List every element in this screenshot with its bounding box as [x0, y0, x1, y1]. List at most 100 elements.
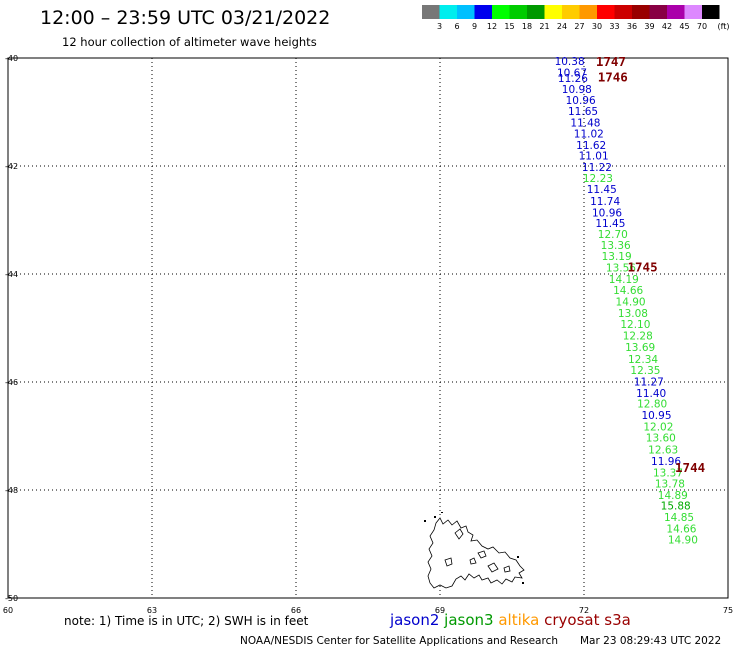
legend-jason2: jason2 — [389, 611, 439, 629]
wave-height-label: 12.10 — [620, 319, 650, 331]
colorbar-label: 27 — [574, 22, 584, 31]
time-mark-label: 1744 — [675, 460, 705, 475]
wave-height-label: 11.22 — [582, 162, 612, 174]
wave-height-label: 10.98 — [562, 84, 592, 96]
wave-height-label: 11.96 — [651, 456, 681, 468]
wave-height-label: 11.65 — [568, 106, 598, 118]
lon-tick-label: 66 — [291, 606, 301, 615]
colorbar-swatch — [579, 5, 597, 19]
wave-height-label: 10.96 — [592, 207, 622, 219]
wave-height-label: 11.26 — [558, 73, 588, 85]
lat-tick-label: -42 — [5, 162, 18, 171]
colorbar-swatch — [492, 5, 510, 19]
lat-tick-label: -46 — [5, 378, 18, 387]
colorbar-label: 21 — [539, 22, 549, 31]
time-mark-label: 1745 — [628, 259, 658, 274]
wave-height-label: 13.60 — [646, 433, 676, 445]
wave-height-label: 11.45 — [595, 218, 625, 230]
lon-tick-label: 69 — [435, 606, 445, 615]
graticule — [8, 58, 728, 598]
wave-height-label: 13.78 — [655, 479, 685, 491]
wave-height-label: 11.48 — [570, 117, 600, 129]
lat-tick-label: -40 — [5, 54, 18, 63]
wave-height-label: 11.62 — [576, 140, 606, 152]
colorbar-label: 15 — [504, 22, 514, 31]
wave-height-label: 11.74 — [590, 196, 620, 208]
wave-height-label: 12.70 — [598, 229, 628, 241]
footer-credit: NOAA/NESDIS Center for Satellite Applica… — [240, 635, 558, 647]
wave-height-label: 13.08 — [618, 308, 648, 320]
wave-height-label: 12.80 — [637, 399, 667, 411]
footer-note: note: 1) Time is in UTC; 2) SWH is in fe… — [64, 614, 309, 628]
wave-height-label: 14.90 — [616, 297, 646, 309]
colorbar-swatch — [457, 5, 475, 19]
lat-tick-label: -50 — [5, 594, 18, 603]
colorbar-swatch — [684, 5, 702, 19]
wave-height-label: 11.40 — [636, 388, 666, 400]
wave-height-label: 12.35 — [630, 365, 660, 377]
colorbar-label: 39 — [644, 22, 654, 31]
footer-timestamp: Mar 23 08:29:43 UTC 2022 — [580, 635, 721, 647]
time-mark-label: 1747 — [596, 54, 626, 69]
wave-height-label: 12.34 — [628, 354, 658, 366]
colorbar-label: 12 — [487, 22, 497, 31]
wave-height-label: 11.01 — [579, 151, 609, 163]
colorbar-label: 36 — [627, 22, 637, 31]
colorbar-swatch — [649, 5, 667, 19]
wave-height-label: 11.45 — [587, 184, 617, 196]
colorbar-swatch — [422, 5, 440, 19]
wave-height-label: 11.02 — [574, 129, 604, 141]
lon-tick-label: 75 — [723, 606, 733, 615]
wave-height-label: 10.67 — [557, 68, 587, 80]
wave-height-label: 11.27 — [634, 376, 664, 388]
colorbar-label: 6 — [454, 22, 459, 31]
wave-height-label: 13.69 — [625, 342, 655, 354]
legend-jason3: jason3 — [439, 611, 493, 629]
lon-tick-label: 63 — [147, 606, 157, 615]
colorbar-swatch — [439, 5, 457, 19]
lon-tick-label: 72 — [579, 606, 589, 615]
wave-height-label: 10.96 — [566, 95, 596, 107]
wave-height-label: 14.66 — [613, 285, 643, 297]
colorbar-swatch — [544, 5, 562, 19]
lon-tick-label: 60 — [3, 606, 13, 615]
wave-height-label: 12.63 — [648, 445, 678, 457]
wave-height-label: 13.19 — [602, 251, 632, 263]
axis-tick-labels: 60 63 66 69 72 75 -40 -42 -44 -46 -48 -50 — [3, 54, 733, 615]
kerguelen-island — [427, 517, 525, 589]
legend-altika: altika — [494, 611, 540, 629]
colorbar-swatch — [614, 5, 632, 19]
wave-height-label: 12.23 — [583, 173, 613, 185]
chart-title: 12:00 – 23:59 UTC 03/21/2022 — [40, 7, 330, 29]
wave-height-labels: 10.3810.6711.2610.9810.9611.6511.4811.02… — [555, 56, 698, 546]
wave-height-label: 12.02 — [643, 421, 673, 433]
wave-height-label: 15.88 — [661, 501, 691, 513]
colorbar-label: 18 — [522, 22, 532, 31]
colorbar-unit: (ft) — [717, 22, 729, 31]
colorbar-swatch — [509, 5, 527, 19]
time-mark-label: 1746 — [598, 69, 628, 84]
wave-height-label: 10.95 — [641, 410, 671, 422]
wave-height-label: 14.90 — [668, 535, 698, 547]
wave-height-label: 14.66 — [666, 523, 696, 535]
colorbar-label: 33 — [609, 22, 619, 31]
wave-height-label: 13.36 — [601, 240, 631, 252]
chart-subtitle: 12 hour collection of altimeter wave hei… — [62, 35, 317, 49]
colorbar-swatch — [527, 5, 545, 19]
colorbar-label: 9 — [472, 22, 477, 31]
colorbar-label: 24 — [557, 22, 567, 31]
map-frame — [7, 57, 729, 599]
satellite-legend: jason2 jason3 altika cryosat s3a — [389, 611, 631, 629]
colorbar-label: 30 — [592, 22, 602, 31]
wave-height-label: 12.28 — [623, 331, 653, 343]
small-islets — [424, 512, 524, 584]
wave-height-label: 13.37 — [653, 468, 683, 480]
wave-height-label: 10.38 — [555, 56, 585, 68]
wave-height-label: 13.56 — [606, 263, 636, 275]
colorbar-swatch — [597, 5, 615, 19]
colorbar-label: 3 — [437, 22, 442, 31]
colorbar-label: 70 — [697, 22, 707, 31]
wave-height-label: 14.19 — [609, 274, 639, 286]
